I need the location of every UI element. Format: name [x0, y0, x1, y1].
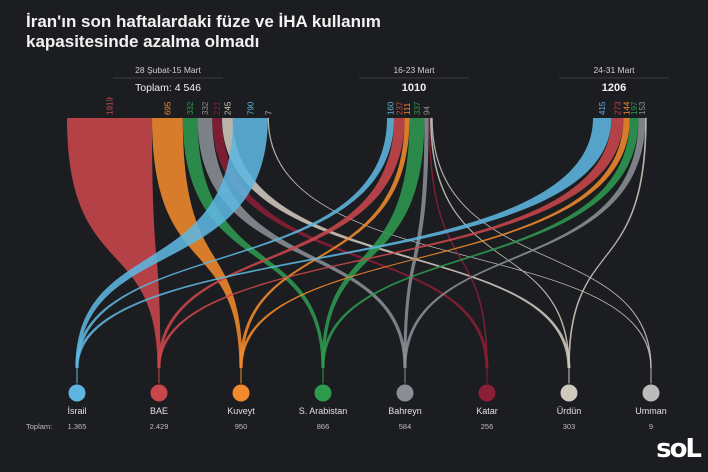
period-label: 28 Şubat-15 Mart [135, 65, 201, 75]
flow-value-label: 111 [403, 102, 412, 115]
flag-icon-BAE [149, 383, 169, 403]
flows [67, 117, 652, 369]
flow-value-label: 237 [395, 101, 404, 115]
country-total: 303 [563, 422, 576, 431]
flow-S. Arabistan [182, 118, 325, 368]
flow-value-label: 197 [630, 101, 639, 115]
flow-Kuveyt [152, 118, 243, 368]
country-name: Katar [476, 406, 498, 416]
country-total: 584 [399, 422, 412, 431]
title-line-1: İran'ın son haftalardaki füze ve İHA kul… [26, 12, 381, 31]
country-total: 950 [235, 422, 248, 431]
title-line-2: kapasitesinde azalma olmadı [26, 32, 260, 51]
country-total: 2.429 [150, 422, 169, 431]
flow-value-label: 94 [423, 106, 432, 115]
page-title: İran'ın son haftalardaki füze ve İHA kul… [26, 12, 426, 52]
period-headers: 28 Şubat-15 Mart Toplam: 4 546 1919 695 332 3… [106, 65, 669, 115]
flag-icon-Kuveyt [231, 383, 251, 403]
period-total: 1206 [602, 82, 626, 94]
sol-logo: soL [656, 434, 702, 464]
country-total: 256 [481, 422, 494, 431]
flow-İsrail [75, 118, 268, 368]
flow-value-label: 695 [163, 101, 172, 115]
flow-value-label: 332 [186, 101, 195, 115]
flow-value-label: 273 [613, 101, 622, 115]
period-label: 16-23 Mart [393, 65, 435, 75]
flow-value-label: 160 [387, 101, 396, 115]
flow-value-label: 337 [413, 101, 422, 115]
country-name: Umman [635, 406, 667, 416]
country-total: 1.365 [68, 422, 87, 431]
country-total: 866 [317, 422, 330, 431]
flow-S. Arabistan [321, 118, 425, 368]
flow-value-label: 1919 [106, 97, 115, 115]
country-name: BAE [150, 406, 168, 416]
country-nodes: İsrail 1.365 BAE 2.429 Kuveyt 950 S. Arabistan… [26, 368, 667, 431]
flow-value-label: 7 [264, 110, 273, 115]
flow-value-label: 221 [213, 101, 222, 115]
flow-Bahreyn [403, 118, 429, 368]
country-name: S. Arabistan [299, 406, 348, 416]
flag-icon-S. Arabistan [313, 383, 333, 403]
flow-value-label: 153 [638, 101, 647, 115]
flow-value-label: 332 [201, 101, 210, 115]
flag-icon-Bahreyn [395, 383, 415, 403]
flag-icon-İsrail [67, 383, 87, 403]
flow-value-label: 790 [246, 101, 255, 115]
flag-icon-Umman [641, 383, 661, 403]
flow-value-label: 144 [623, 101, 632, 115]
total-row-label: Toplam: [26, 422, 52, 431]
period-total: 1010 [402, 82, 426, 94]
country-name: İsrail [67, 406, 86, 416]
flow-Ürdün [568, 117, 647, 369]
flow-value-label: 245 [223, 101, 232, 115]
period-total: Toplam: 4 546 [135, 82, 201, 94]
flow-BAE [67, 118, 161, 368]
flag-icon-Katar [477, 383, 497, 403]
country-name: Ürdün [557, 406, 582, 416]
flag-icon-Ürdün [559, 383, 579, 403]
period-label: 24-31 Mart [593, 65, 635, 75]
country-name: Bahreyn [388, 406, 422, 416]
country-name: Kuveyt [227, 406, 255, 416]
flow-value-label: 415 [598, 101, 607, 115]
country-total: 9 [649, 422, 653, 431]
